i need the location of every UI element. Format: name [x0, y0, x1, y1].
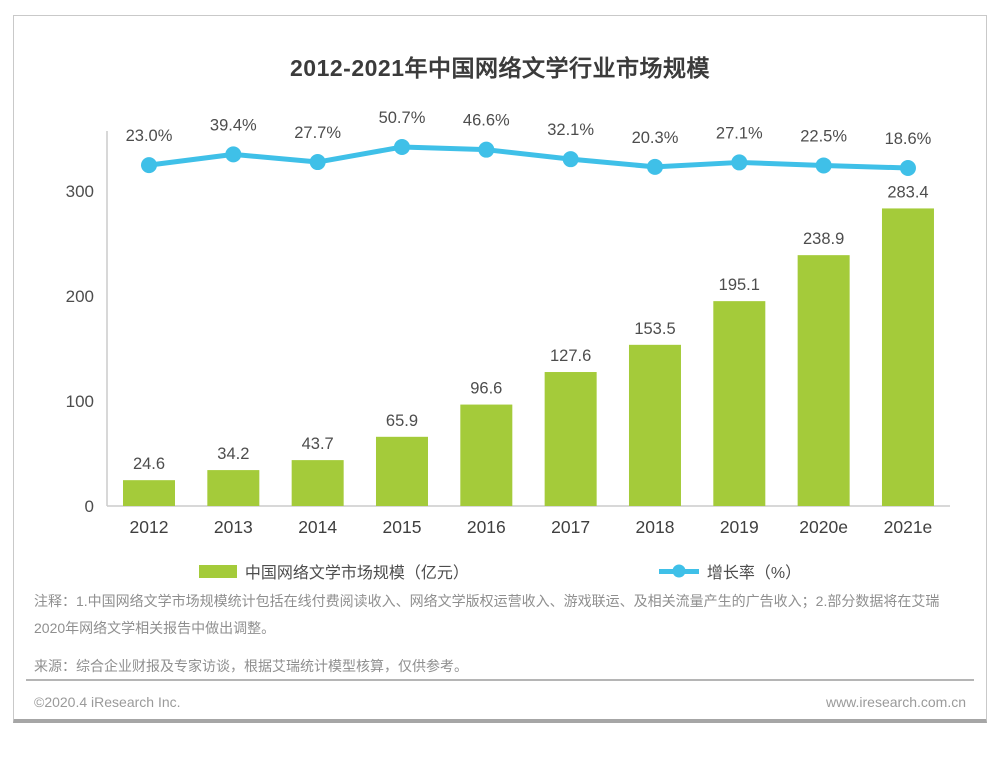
legend-item-growth-rate: 增长率（%）: [658, 559, 802, 583]
note-line-1: 注释：1.中国网络文学市场规模统计包括在线付费阅读收入、网络文学版权运营收入、游…: [34, 593, 940, 609]
bar-value-label: 43.7: [302, 435, 334, 453]
growth-point: [309, 154, 326, 171]
growth-point: [141, 157, 157, 174]
y-tick-label: 200: [66, 287, 94, 306]
growth-value-label: 18.6%: [885, 130, 932, 148]
growth-point: [646, 158, 663, 175]
x-tick-label: 2014: [298, 517, 337, 537]
bar-2019: [713, 301, 766, 506]
x-tick-label: 2020e: [799, 517, 848, 537]
bar-2016: [460, 404, 513, 506]
growth-point: [478, 141, 495, 158]
legend-item-market-size: 中国网络文学市场规模（亿元）: [198, 559, 469, 583]
growth-value-label: 23.0%: [126, 127, 173, 145]
footer-divider: [26, 679, 974, 681]
growth-point: [731, 154, 748, 171]
x-tick-label: 2018: [636, 517, 675, 537]
bar-value-label: 96.6: [470, 380, 502, 398]
line-series-marker-icon: [658, 564, 699, 578]
legend-label-growth-rate: 增长率（%）: [706, 565, 802, 582]
x-tick-label: 2012: [130, 517, 169, 537]
x-tick-label: 2021e: [884, 517, 933, 537]
market-size-chart: 0 100 200 300 24.6 34.2 43.7 65.9 96.6 127.6 153.5…: [66, 109, 950, 537]
bar-value-label: 127.6: [550, 347, 591, 365]
growth-point: [899, 159, 916, 176]
bar-2012: [123, 480, 175, 506]
growth-line: [146, 144, 911, 171]
website-link[interactable]: www.iresearch.com.cn: [825, 694, 966, 710]
x-tick-label: 2015: [383, 517, 422, 537]
chart-legend: 中国网络文学市场规模（亿元） 增长率（%）: [14, 559, 986, 583]
bar-2015: [375, 436, 428, 506]
growth-point: [393, 139, 410, 156]
growth-value-label: 50.7%: [379, 109, 426, 127]
bar-value-label: 65.9: [386, 412, 418, 430]
y-tick-label: 100: [66, 392, 94, 411]
growth-value-label: 20.3%: [632, 129, 679, 147]
bar-series-swatch-icon: [198, 564, 237, 578]
bar-2013: [207, 470, 260, 506]
bar-2018: [628, 344, 681, 506]
y-tick-label: 300: [66, 182, 94, 201]
bar-value-label: 34.2: [217, 445, 249, 463]
growth-value-label: 27.7%: [294, 124, 341, 142]
y-tick-label: 0: [85, 497, 94, 516]
note-line-2: 2020年网络文学相关报告中做出调整。: [34, 620, 276, 636]
growth-point: [225, 146, 242, 163]
x-tick-label: 2013: [214, 517, 253, 537]
x-tick-label: 2017: [551, 517, 590, 537]
bar-2021e: [881, 208, 934, 506]
bar-value-label: 153.5: [634, 320, 675, 338]
bar-2017: [544, 372, 597, 506]
bar-value-label: 283.4: [887, 183, 928, 201]
bar-value-label: 24.6: [133, 455, 165, 473]
x-tick-label: 2016: [467, 517, 506, 537]
growth-value-label: 32.1%: [547, 121, 594, 139]
growth-point: [562, 151, 579, 168]
source-note: 来源：综合企业财报及专家访谈，根据艾瑞统计模型核算，仅供参考。: [34, 658, 468, 674]
bar-2014: [291, 460, 344, 506]
growth-value-label: 39.4%: [210, 116, 257, 134]
legend-label-market-size: 中国网络文学市场规模（亿元）: [244, 565, 469, 582]
growth-value-label: 22.5%: [800, 127, 847, 145]
footer: ©2020.4 iResearch Inc. www.iresearch.com…: [34, 694, 966, 710]
bar-value-label: 195.1: [719, 276, 760, 294]
bar-value-label: 238.9: [803, 230, 844, 248]
growth-value-label: 27.1%: [716, 124, 763, 142]
bar-2020e: [797, 255, 850, 506]
growth-value-label: 46.6%: [463, 112, 510, 130]
growth-point: [815, 157, 832, 174]
chart-title: 2012-2021年中国网络文学行业市场规模: [290, 55, 710, 81]
chart-notes: 注释：1.中国网络文学市场规模统计包括在线付费阅读收入、网络文学版权运营收入、游…: [34, 588, 974, 642]
copyright-text: ©2020.4 iResearch Inc.: [34, 694, 181, 710]
report-card: 2012-2021年中国网络文学行业市场规模 0 100 200 300 24.6 34.…: [13, 15, 987, 723]
x-tick-label: 2019: [720, 517, 759, 537]
